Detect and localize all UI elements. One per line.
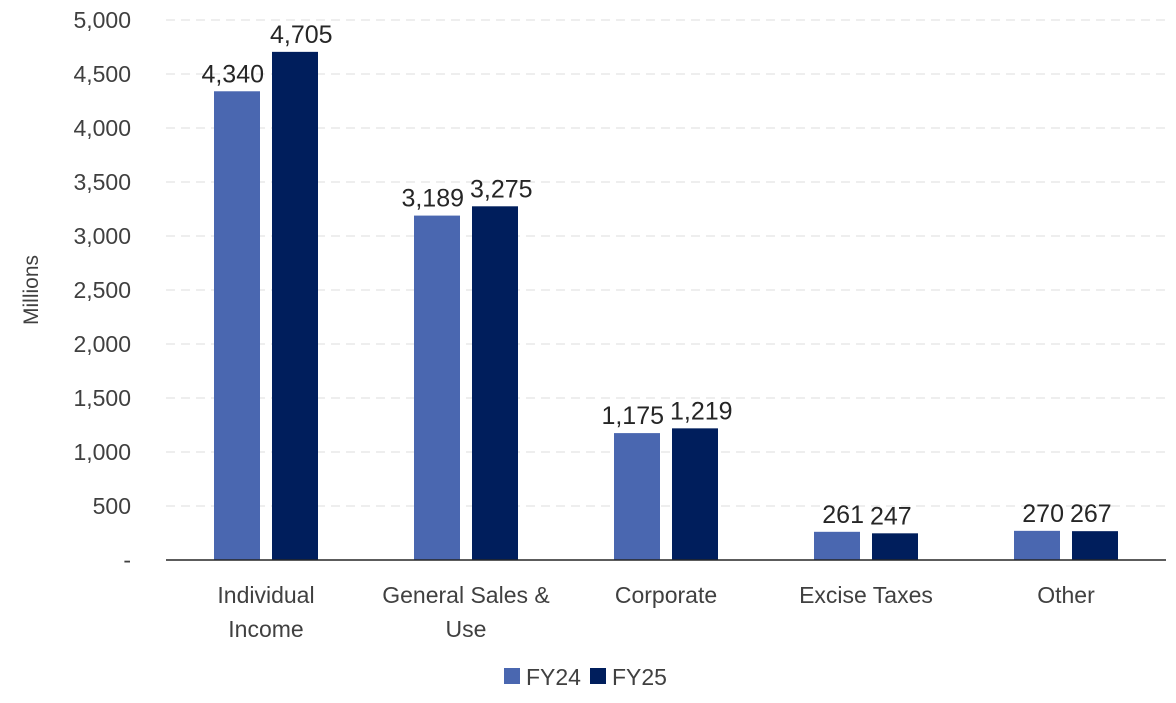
bar-fy24 (614, 433, 660, 560)
y-tick-label: 2,000 (73, 331, 131, 357)
y-axis-title: Millions (20, 255, 43, 325)
y-tick-label: 5,000 (73, 7, 131, 33)
legend-label-fy25: FY25 (612, 664, 667, 690)
x-category-label: Individual Income (217, 582, 314, 642)
data-label-fy24: 4,340 (201, 60, 264, 88)
bar-fy24 (414, 215, 460, 560)
bar-fy25 (472, 206, 518, 561)
x-category-label: Excise Taxes (799, 582, 933, 608)
y-tick-label: 500 (93, 493, 131, 519)
bar-fy24 (1014, 530, 1060, 560)
data-label-fy24: 3,189 (401, 185, 464, 213)
y-tick-label: 3,000 (73, 223, 131, 249)
bars (214, 51, 1118, 561)
x-category-label: Corporate (615, 582, 717, 608)
data-label-fy25: 247 (870, 502, 912, 530)
x-category-label: General Sales & Use (382, 582, 549, 642)
y-tick-label: 2,500 (73, 277, 131, 303)
bar-fy24 (214, 91, 260, 560)
y-axis-ticks: - 500 1,000 1,500 2,000 2,500 3,000 3,500 4,000 4… (73, 7, 131, 573)
data-label-fy24: 270 (1022, 500, 1064, 528)
x-axis-categories: Individual Income General Sales & Use Corpor… (217, 582, 1095, 642)
y-tick-label: 4,500 (73, 61, 131, 87)
data-label-fy25: 3,275 (470, 175, 533, 203)
y-tick-label: - (123, 547, 131, 573)
gridlines (166, 19, 1166, 507)
bar-fy25 (272, 51, 318, 561)
bar-fy24 (814, 531, 860, 560)
legend-label-fy24: FY24 (526, 664, 581, 690)
data-label-fy24: 261 (822, 501, 864, 529)
bar-fy25 (1072, 531, 1118, 560)
legend: FY24 FY25 (504, 664, 667, 690)
legend-swatch-fy25 (590, 668, 606, 684)
bar-fy25 (672, 428, 718, 560)
y-tick-label: 1,500 (73, 385, 131, 411)
bar-fy25 (872, 533, 918, 560)
legend-swatch-fy24 (504, 668, 520, 684)
data-label-fy25: 267 (1070, 500, 1112, 528)
y-tick-label: 4,000 (73, 115, 131, 141)
y-tick-label: 3,500 (73, 169, 131, 195)
data-label-fy24: 1,175 (601, 402, 664, 430)
data-label-fy25: 1,219 (670, 397, 733, 425)
x-category-label: Other (1037, 582, 1095, 608)
data-label-fy25: 4,705 (270, 21, 333, 49)
y-tick-label: 1,000 (73, 439, 131, 465)
